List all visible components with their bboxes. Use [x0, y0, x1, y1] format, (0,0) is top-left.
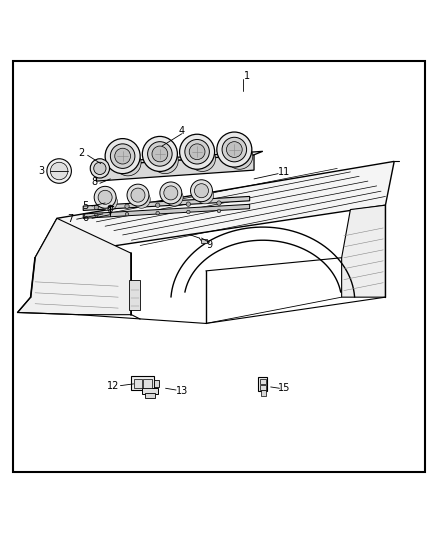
Circle shape [191, 180, 212, 201]
Circle shape [217, 201, 221, 205]
Text: 7: 7 [67, 214, 73, 224]
Circle shape [222, 138, 247, 162]
Bar [131, 376, 154, 390]
Polygon shape [96, 155, 254, 181]
Circle shape [47, 159, 71, 183]
Bar [129, 280, 140, 310]
Circle shape [90, 159, 110, 178]
Bar [201, 239, 207, 243]
Circle shape [160, 182, 182, 204]
Circle shape [226, 142, 242, 157]
Circle shape [152, 146, 168, 162]
Polygon shape [83, 204, 250, 219]
Circle shape [94, 205, 99, 209]
Circle shape [110, 144, 135, 168]
Polygon shape [18, 219, 131, 314]
Text: 9: 9 [206, 240, 212, 251]
Circle shape [217, 132, 252, 167]
Circle shape [100, 193, 117, 211]
Circle shape [187, 210, 190, 214]
Bar [260, 378, 266, 384]
Text: 8: 8 [91, 177, 97, 187]
Circle shape [125, 204, 129, 208]
Bar [134, 378, 142, 388]
Bar [145, 393, 155, 398]
Circle shape [152, 147, 178, 174]
Circle shape [186, 202, 191, 206]
Text: 11: 11 [278, 167, 290, 177]
Circle shape [180, 134, 215, 169]
Circle shape [226, 143, 253, 169]
Text: 15: 15 [278, 383, 290, 393]
Circle shape [217, 209, 221, 213]
Text: 2: 2 [78, 148, 84, 158]
Text: 13: 13 [176, 386, 188, 397]
Bar [258, 377, 267, 391]
Bar [261, 391, 266, 395]
Circle shape [164, 186, 178, 200]
Circle shape [133, 191, 150, 208]
Circle shape [95, 214, 98, 217]
Bar [154, 380, 159, 386]
Circle shape [155, 203, 160, 207]
Bar [260, 385, 266, 390]
Text: 5: 5 [82, 201, 88, 211]
Circle shape [115, 148, 131, 164]
Circle shape [185, 140, 209, 164]
Circle shape [166, 189, 183, 206]
Circle shape [189, 144, 205, 159]
Text: 12: 12 [107, 381, 119, 391]
Bar [143, 378, 152, 388]
Polygon shape [342, 205, 385, 297]
Text: 1: 1 [244, 71, 251, 81]
Text: 4: 4 [179, 126, 185, 136]
Circle shape [196, 187, 214, 204]
Text: 3: 3 [39, 166, 45, 176]
Text: 6: 6 [82, 213, 88, 223]
Circle shape [131, 188, 145, 202]
Circle shape [105, 139, 140, 174]
Circle shape [98, 190, 112, 204]
Bar [142, 388, 158, 393]
Circle shape [142, 136, 177, 172]
Circle shape [189, 145, 215, 172]
Polygon shape [96, 151, 263, 166]
Circle shape [148, 142, 172, 166]
Polygon shape [83, 197, 250, 211]
Polygon shape [91, 165, 107, 172]
Circle shape [125, 213, 129, 216]
Circle shape [115, 150, 141, 176]
Circle shape [94, 187, 116, 208]
Circle shape [156, 211, 159, 215]
Circle shape [94, 162, 106, 174]
Polygon shape [35, 161, 394, 258]
Circle shape [50, 162, 68, 180]
Circle shape [194, 184, 208, 198]
Circle shape [127, 184, 149, 206]
